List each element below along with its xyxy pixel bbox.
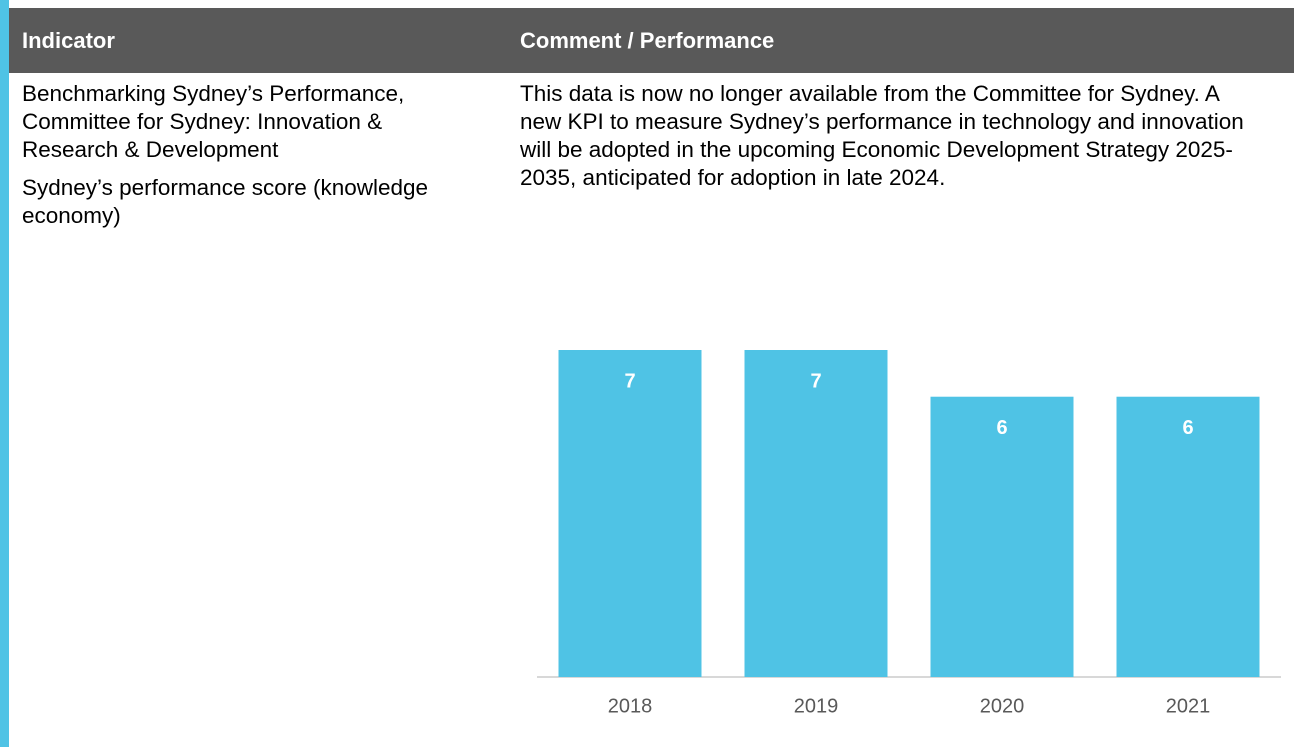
bar (930, 396, 1074, 677)
indicator-cell: Benchmarking Sydney’s Performance, Commi… (22, 80, 472, 240)
bar (558, 350, 702, 677)
x-tick-label: 2018 (608, 695, 653, 717)
comment-text: This data is now no longer available fro… (520, 81, 1244, 190)
x-tick-label: 2020 (980, 695, 1025, 717)
indicator-text: Benchmarking Sydney’s Performance, Commi… (22, 81, 405, 162)
value-label: 7 (810, 370, 821, 392)
side-stripe (0, 0, 9, 747)
value-label: 6 (1182, 417, 1193, 439)
comment-cell: This data is now no longer available fro… (520, 80, 1260, 202)
value-label: 6 (996, 417, 1007, 439)
x-tick-label: 2019 (794, 695, 839, 717)
x-tick-label: 2021 (1166, 695, 1211, 717)
header-cell: Indicator (22, 28, 115, 53)
value-label: 7 (624, 370, 635, 392)
indicator-text: Sydney’s performance score (knowledge ec… (22, 175, 429, 228)
bar (744, 350, 888, 677)
bar (1116, 396, 1260, 677)
header-cell: Comment / Performance (520, 28, 775, 53)
table-header: Indicator Comment / Performance (9, 8, 1294, 73)
